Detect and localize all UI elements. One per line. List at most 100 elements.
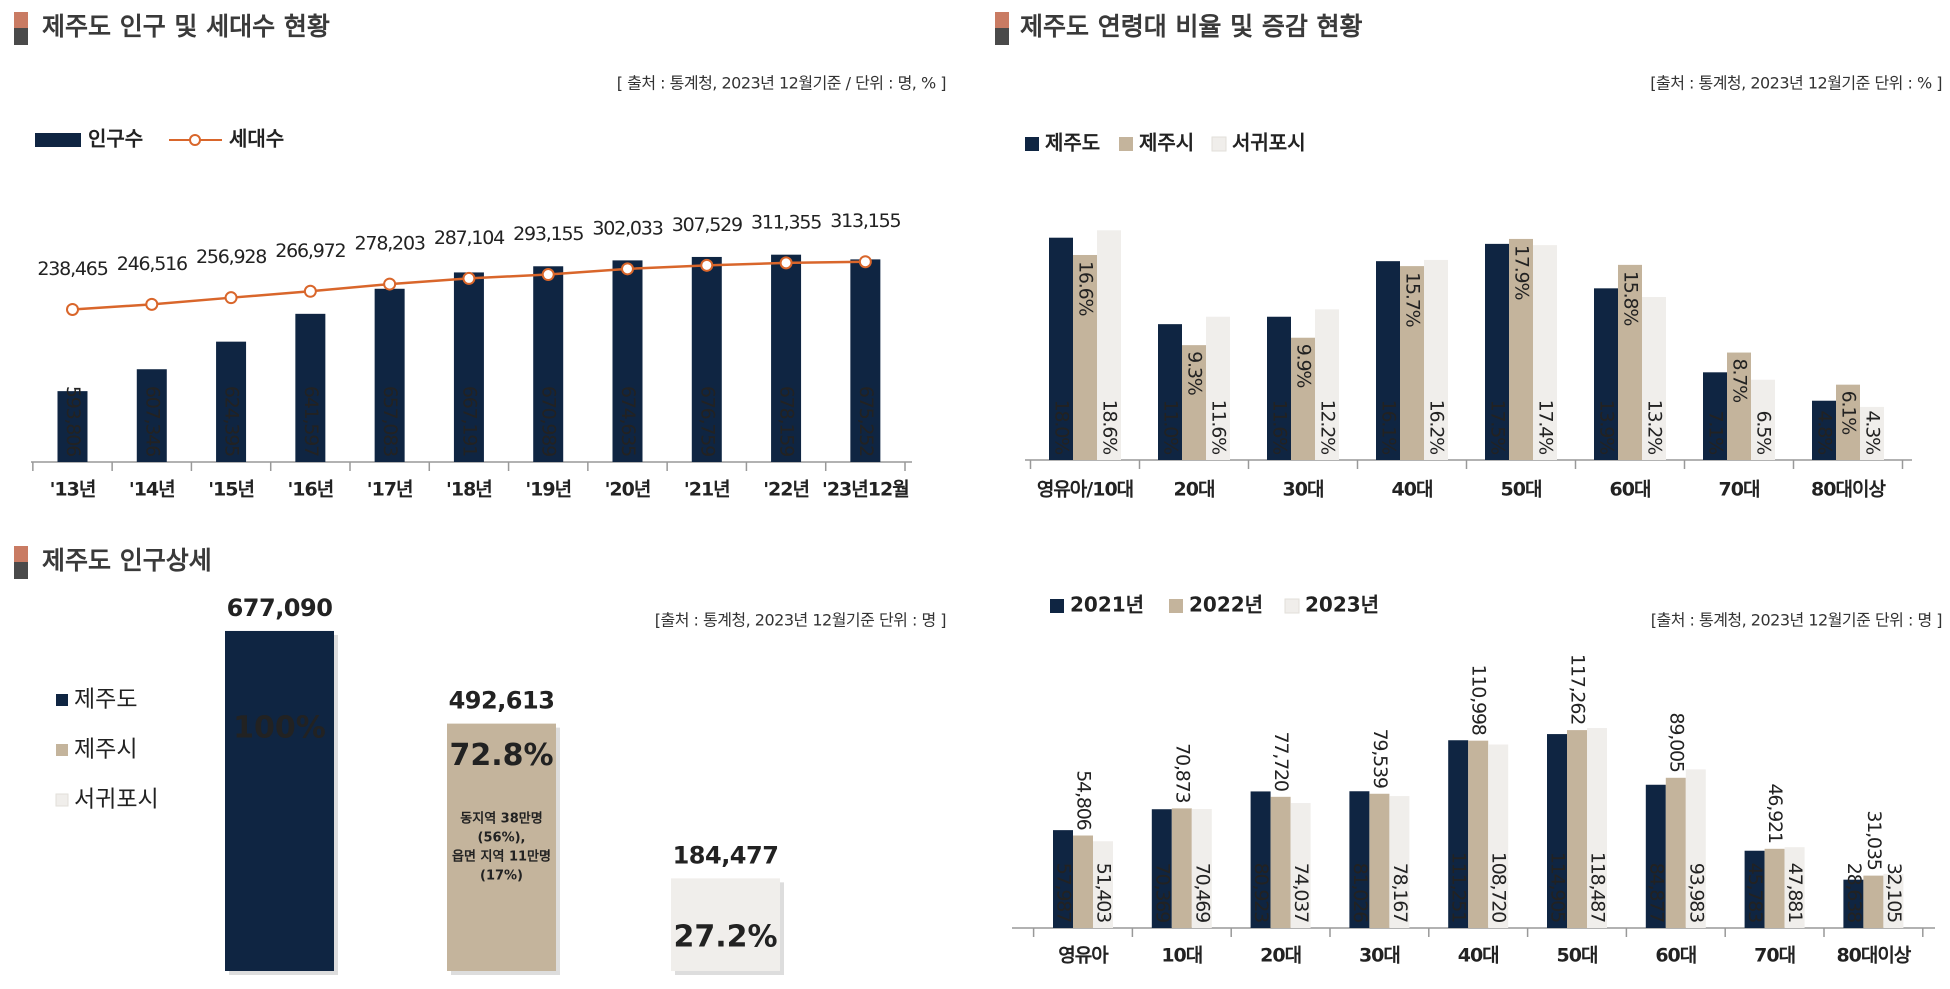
data-label: 246,516 bbox=[117, 253, 187, 275]
bar bbox=[1883, 873, 1904, 928]
bar bbox=[1182, 345, 1206, 460]
data-label: 674,635 bbox=[617, 386, 639, 456]
legend-marker bbox=[189, 134, 201, 146]
data-label: 8.7% bbox=[1729, 359, 1751, 403]
legend-swatch bbox=[55, 793, 69, 807]
data-label: 32,105 bbox=[1883, 863, 1905, 922]
share-label: 27.2% bbox=[673, 920, 777, 955]
data-label: 670,989 bbox=[538, 386, 560, 456]
legend-swatch bbox=[1050, 599, 1064, 613]
x-tick-label: 50대 bbox=[1557, 945, 1598, 967]
data-label: 676,759 bbox=[696, 386, 718, 456]
bar bbox=[1843, 879, 1864, 928]
title-icon bbox=[995, 12, 1009, 28]
bar bbox=[1097, 230, 1121, 460]
bar bbox=[1191, 809, 1212, 928]
x-tick-label: 20대 bbox=[1174, 479, 1215, 501]
line-marker bbox=[462, 271, 476, 285]
data-label: 54,806 bbox=[1073, 770, 1095, 829]
data-label: 70,369 bbox=[1151, 863, 1173, 922]
bar bbox=[1376, 261, 1400, 460]
bar bbox=[1267, 316, 1291, 460]
bar bbox=[850, 259, 881, 462]
data-label: 77,720 bbox=[1270, 732, 1292, 791]
legend-swatch bbox=[1284, 598, 1300, 614]
data-label: 80,923 bbox=[1250, 863, 1272, 922]
data-label: 278,203 bbox=[355, 233, 425, 255]
x-tick-label: '13년 bbox=[50, 479, 96, 501]
bar bbox=[1533, 245, 1557, 460]
data-label: 28,638 bbox=[1843, 863, 1865, 922]
data-label: 18.0% bbox=[1051, 400, 1073, 455]
data-label: 607,346 bbox=[141, 386, 163, 456]
data-label: 15.7% bbox=[1402, 272, 1424, 327]
line-marker bbox=[620, 262, 634, 276]
source-note: [출처 : 통계청, 2023년 12월기준 단위 : 명 ] bbox=[655, 611, 946, 630]
data-label: 117,262 bbox=[1567, 654, 1589, 724]
data-label: 18.6% bbox=[1099, 400, 1121, 455]
x-tick-label: 50대 bbox=[1501, 479, 1542, 501]
data-label: 238,465 bbox=[37, 258, 107, 280]
data-label: 266,972 bbox=[275, 240, 345, 262]
x-tick-label: 30대 bbox=[1283, 479, 1324, 501]
bar bbox=[1448, 740, 1469, 928]
bar bbox=[1567, 730, 1587, 928]
legend-swatch bbox=[1169, 599, 1183, 613]
legend-swatch bbox=[1025, 137, 1039, 151]
x-tick-label: '23년12월 bbox=[822, 479, 909, 501]
bar bbox=[1206, 316, 1230, 460]
title-icon bbox=[14, 12, 28, 28]
line-marker bbox=[541, 268, 555, 282]
data-label: 492,613 bbox=[449, 687, 555, 715]
bar bbox=[1509, 238, 1533, 460]
x-tick-label: 10대 bbox=[1161, 945, 1202, 967]
legend-label: 제주시 bbox=[1139, 131, 1194, 155]
x-tick-label: '18년 bbox=[446, 479, 492, 501]
title-icon bbox=[14, 546, 28, 562]
x-tick-label: 40대 bbox=[1458, 945, 1499, 967]
bar bbox=[1547, 734, 1567, 928]
bar bbox=[1315, 309, 1339, 460]
bar bbox=[612, 260, 643, 462]
data-label: 93,983 bbox=[1685, 863, 1707, 922]
chart-title: 제주도 인구상세 bbox=[42, 546, 212, 575]
bar bbox=[1291, 337, 1315, 460]
data-label: 11.6% bbox=[1208, 400, 1230, 455]
bar bbox=[1073, 835, 1093, 928]
data-label: 46,921 bbox=[1764, 784, 1786, 843]
data-label: 293,155 bbox=[513, 223, 583, 245]
line-marker bbox=[65, 302, 79, 316]
bar bbox=[216, 341, 247, 462]
bar bbox=[1744, 850, 1765, 928]
bar bbox=[771, 254, 802, 462]
data-label: 287,104 bbox=[434, 227, 505, 249]
line-marker bbox=[858, 255, 872, 269]
data-label: 78,167 bbox=[1389, 863, 1411, 922]
bar bbox=[1073, 254, 1097, 460]
data-label: 311,355 bbox=[751, 211, 821, 233]
legend-swatch bbox=[1119, 137, 1133, 151]
data-label: 675,252 bbox=[855, 386, 877, 456]
legend-label: 2021년 bbox=[1070, 593, 1144, 617]
title-icon bbox=[14, 28, 28, 45]
data-label: 11.6% bbox=[1269, 400, 1291, 455]
annotation: 동지역 38만명 bbox=[460, 811, 542, 827]
data-label: 74,037 bbox=[1290, 863, 1312, 922]
legend-swatch bbox=[56, 694, 68, 706]
data-label: 302,033 bbox=[592, 217, 662, 239]
bar bbox=[1784, 847, 1805, 928]
data-label: 593,806 bbox=[62, 386, 84, 456]
chart-title: 제주도 연령대 비율 및 증감 현황 bbox=[1020, 12, 1363, 41]
bar bbox=[1488, 744, 1509, 928]
data-label: 13.2% bbox=[1644, 400, 1666, 455]
share-label: 100% bbox=[233, 710, 326, 745]
x-tick-label: '20년 bbox=[605, 479, 651, 501]
data-label: 17.9% bbox=[1511, 245, 1533, 300]
data-label: 70,873 bbox=[1171, 743, 1193, 802]
bar bbox=[1400, 266, 1424, 460]
bar bbox=[1764, 848, 1785, 928]
bar bbox=[1250, 791, 1271, 928]
source-note: [ 출처 : 통계청, 2023년 12월기준 / 단위 : 명, % ] bbox=[617, 74, 946, 93]
x-tick-label: '22년 bbox=[763, 479, 809, 501]
legend-swatch bbox=[1211, 136, 1227, 152]
